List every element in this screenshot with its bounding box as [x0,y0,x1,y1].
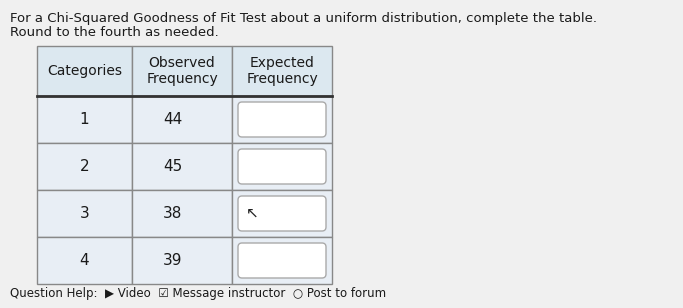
FancyBboxPatch shape [238,102,326,137]
Bar [37,46,132,96]
FancyBboxPatch shape [238,196,326,231]
Bar [37,143,132,190]
Bar [37,190,132,237]
Text: For a Chi-Squared Goodness of Fit Test about a uniform distribution, complete th: For a Chi-Squared Goodness of Fit Test a… [10,12,597,25]
Text: 39: 39 [163,253,182,268]
Text: ↖: ↖ [246,206,259,221]
Bar [232,46,332,96]
Text: 4: 4 [80,253,89,268]
Bar [132,237,232,284]
Text: Categories: Categories [47,64,122,78]
Text: Question Help:  ▶ Video  ☑ Message instructor  ○ Post to forum: Question Help: ▶ Video ☑ Message instruc… [10,287,386,300]
Bar [132,190,232,237]
Bar [37,96,132,143]
Bar [132,96,232,143]
Bar [132,46,232,96]
Bar [232,190,332,237]
Text: 2: 2 [80,159,89,174]
Text: 1: 1 [80,112,89,127]
Bar [132,143,232,190]
Text: 45: 45 [163,159,182,174]
Bar [232,143,332,190]
Bar [37,237,132,284]
Text: 44: 44 [163,112,182,127]
Text: Round to the fourth as needed.: Round to the fourth as needed. [10,26,219,39]
Text: 38: 38 [163,206,182,221]
Text: Expected
Frequency: Expected Frequency [246,56,318,86]
Bar [232,96,332,143]
Text: 3: 3 [80,206,89,221]
FancyBboxPatch shape [238,243,326,278]
FancyBboxPatch shape [238,149,326,184]
Bar [232,237,332,284]
Text: Observed
Frequency: Observed Frequency [146,56,218,86]
